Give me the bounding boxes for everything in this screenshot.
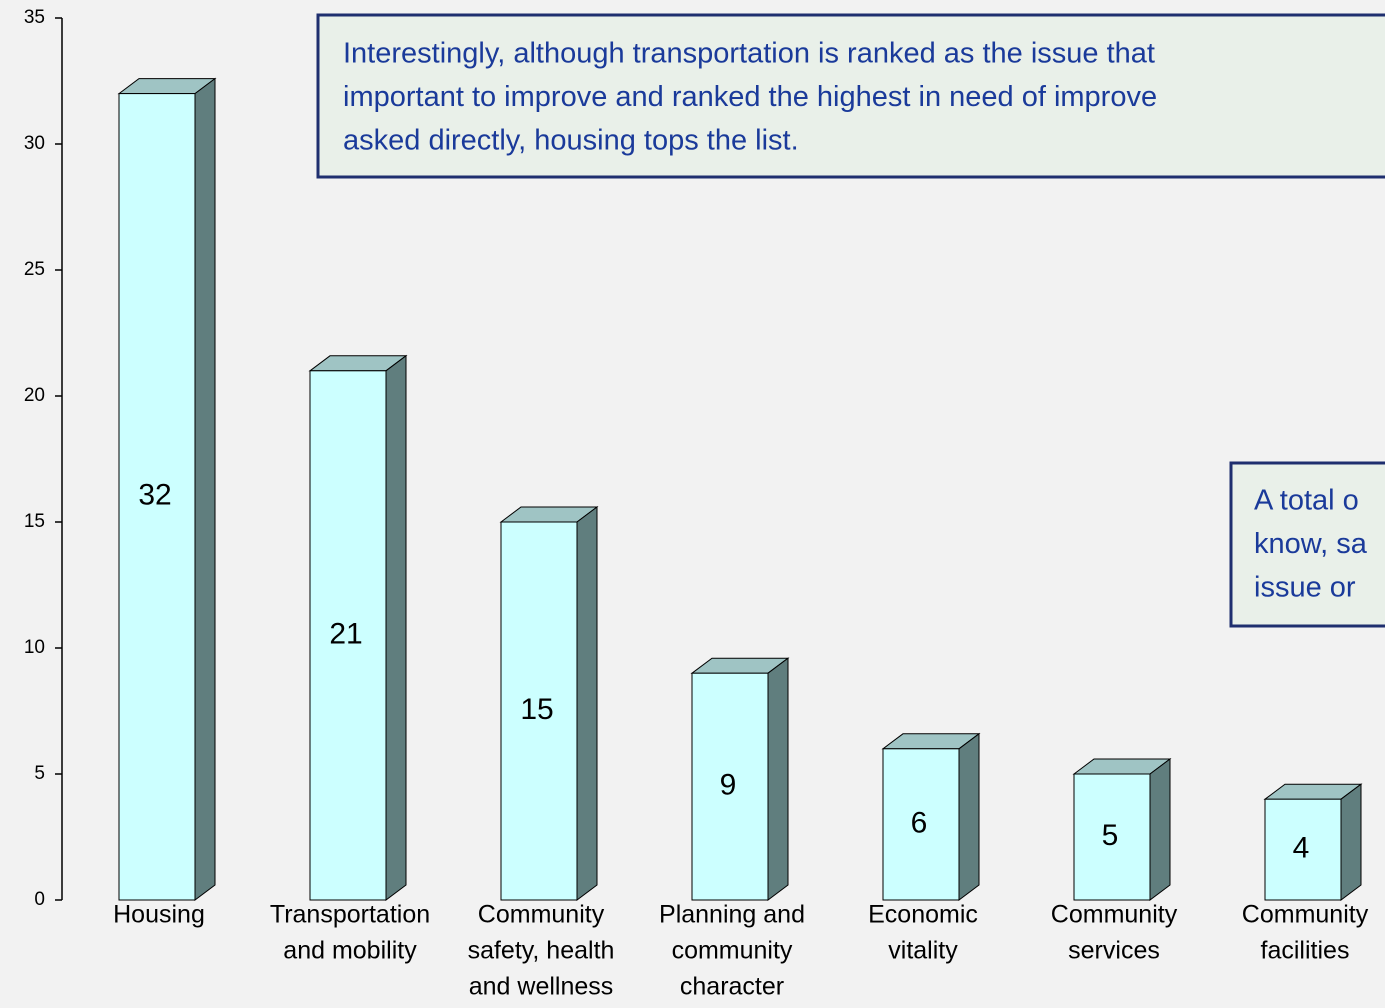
y-tick-label: 10	[24, 637, 45, 658]
x-tick-label: Community	[1051, 901, 1178, 929]
value-label: 32	[138, 479, 171, 512]
bar-side	[767, 657, 789, 901]
x-tick-label: Economic	[868, 901, 978, 929]
x-tick-label: services	[1068, 937, 1160, 965]
y-tick-label: 0	[34, 889, 45, 910]
bar-side	[385, 354, 407, 901]
x-tick-label: Transportation	[270, 901, 430, 929]
bar-side	[1149, 758, 1171, 901]
y-tick-label: 20	[24, 385, 45, 406]
annotation-text: issue or	[1254, 572, 1356, 604]
y-tick-label: 25	[24, 259, 45, 280]
y-tick-label: 30	[24, 133, 45, 154]
annotation-text: Interestingly, although transportation i…	[343, 38, 1155, 70]
x-tick-label: character	[680, 973, 784, 1001]
x-tick-label: Housing	[113, 901, 205, 929]
value-label: 4	[1293, 832, 1310, 865]
y-tick-label: 5	[34, 763, 45, 784]
bar	[1073, 773, 1151, 901]
x-tick-label: and mobility	[283, 937, 417, 965]
x-tick-label: vitality	[888, 937, 958, 965]
value-label: 9	[720, 769, 737, 802]
bar	[691, 672, 769, 901]
value-label: 21	[329, 617, 362, 650]
x-tick-label: safety, health	[468, 937, 615, 965]
bar	[118, 93, 196, 901]
bar-side	[958, 732, 980, 901]
y-tick-label: 15	[24, 511, 45, 532]
value-label: 5	[1102, 819, 1119, 852]
value-label: 15	[520, 693, 553, 726]
x-tick-label: and wellness	[469, 973, 614, 1001]
annotation-text: A total o	[1254, 485, 1359, 517]
annotation-text: asked directly, housing tops the list.	[343, 125, 799, 157]
annotation-box	[316, 13, 1385, 179]
annotation-box	[1229, 461, 1385, 628]
y-tick-label: 35	[24, 7, 45, 28]
x-tick-label: facilities	[1261, 937, 1350, 965]
bar	[1264, 798, 1342, 901]
bar	[309, 370, 387, 901]
bar-side	[1340, 783, 1362, 901]
bar	[882, 748, 960, 901]
bar-side	[576, 506, 598, 901]
annotation-text: important to improve and ranked the high…	[343, 81, 1157, 113]
bar-side	[194, 77, 216, 901]
x-tick-label: community	[672, 937, 793, 965]
bar	[500, 521, 578, 901]
x-tick-label: Planning and	[659, 901, 805, 929]
x-tick-label: Community	[1242, 901, 1369, 929]
value-label: 6	[911, 806, 928, 839]
x-tick-label: Community	[478, 901, 605, 929]
annotation-text: know, sa	[1254, 528, 1368, 560]
